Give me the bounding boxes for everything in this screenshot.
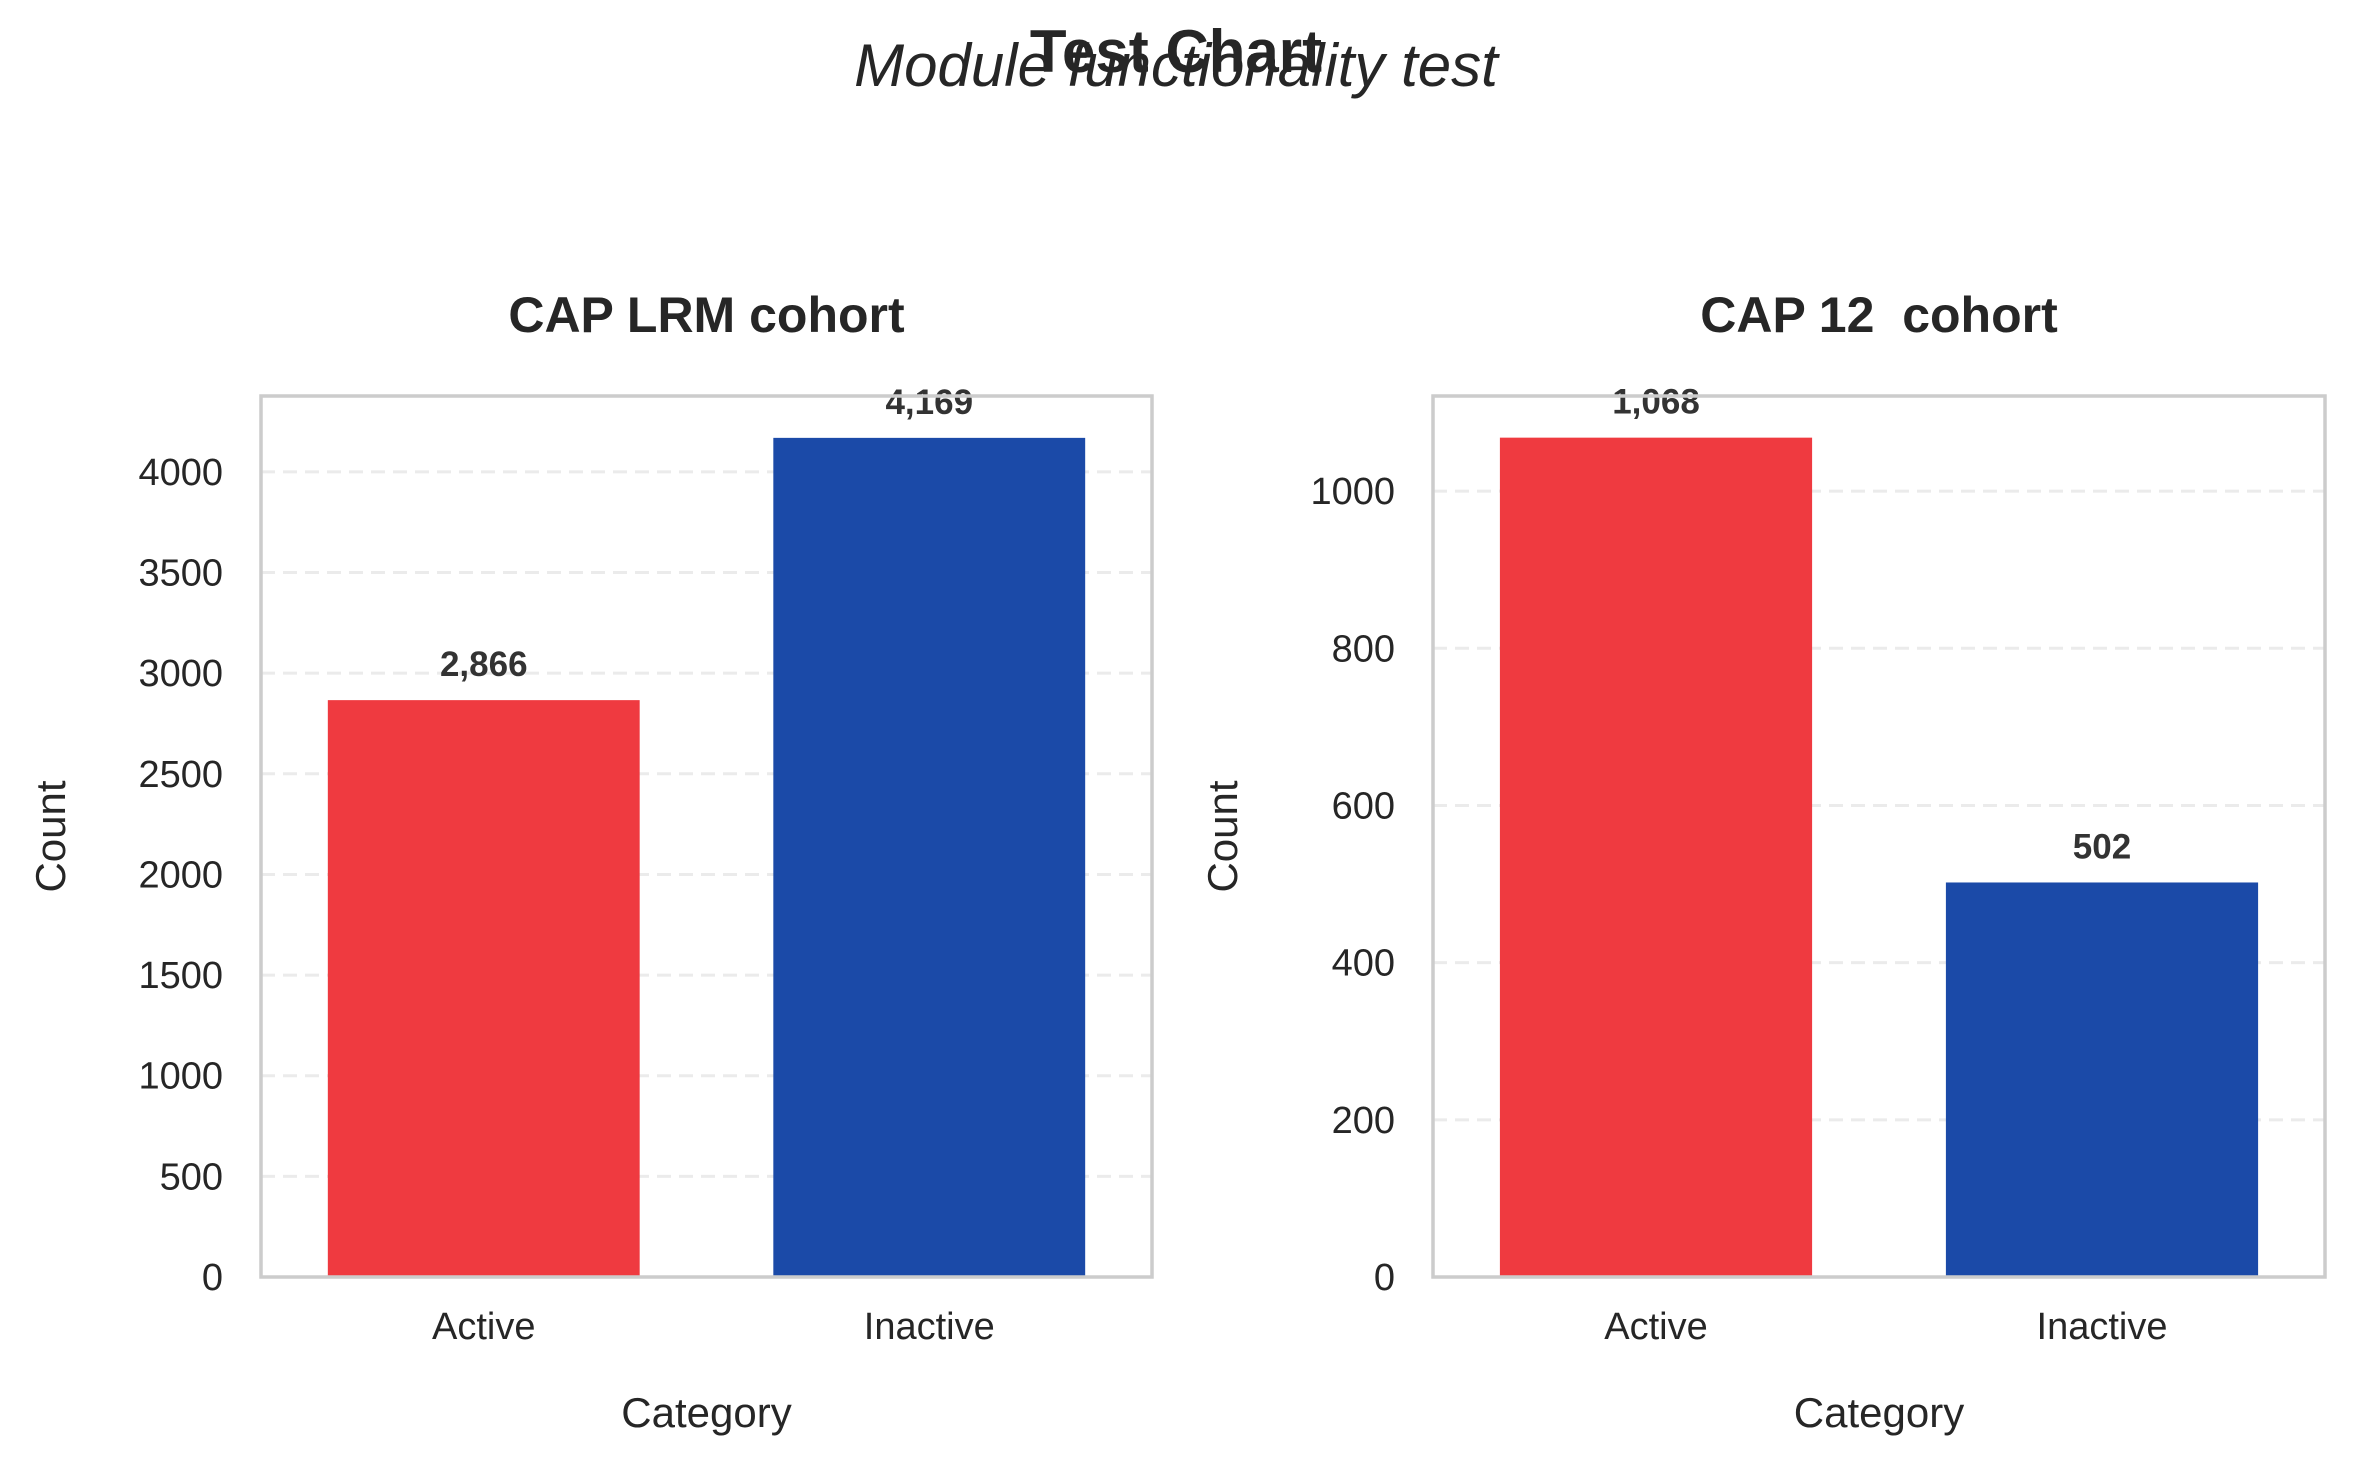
bar-active xyxy=(1499,437,1813,1278)
bar-value-label: 502 xyxy=(2073,827,2131,866)
y-tick-label: 2500 xyxy=(138,754,223,796)
chart-panel: 2,866 Active 4,169 Inactive 0 500 1000 1500 2000… xyxy=(27,287,1154,1436)
y-tick-label: 4000 xyxy=(138,452,223,494)
y-tick-label: 1000 xyxy=(1310,471,1395,513)
chart-panels: 2,866Active4,169Inactive0500100015002000… xyxy=(27,287,2327,1436)
y-tick-label: 0 xyxy=(202,1257,223,1299)
y-axis-label: Count xyxy=(27,780,74,892)
x-tick-label: Active xyxy=(1604,1306,1707,1348)
y-tick-label: 1000 xyxy=(138,1056,223,1098)
plot-frame xyxy=(1431,394,2327,1279)
bar-inactive xyxy=(1945,882,2259,1277)
y-tick-label: 600 xyxy=(1332,785,1395,827)
bar-value-label: 4,169 xyxy=(885,383,973,422)
figure-subtitle: Module functionality test xyxy=(854,32,1500,99)
x-axis-label: Category xyxy=(1794,1389,1964,1436)
y-tick-label: 2000 xyxy=(138,854,223,896)
y-tick-label: 3500 xyxy=(138,553,223,595)
bar-value-label: 1,068 xyxy=(1612,383,1700,422)
panel-title: CAP 12 cohort xyxy=(1700,287,2058,343)
x-tick-label: Active xyxy=(432,1306,535,1348)
y-tick-label: 800 xyxy=(1332,628,1395,670)
y-tick-label: 3000 xyxy=(138,653,223,695)
plot-frame xyxy=(259,394,1154,1279)
panel-title: CAP LRM cohort xyxy=(508,287,905,343)
bar-value-label: 2,866 xyxy=(440,645,528,684)
y-tick-label: 1500 xyxy=(138,955,223,997)
bar-inactive xyxy=(773,437,1086,1278)
figure-title: Test Chart xyxy=(1030,18,1322,85)
y-tick-label: 0 xyxy=(1374,1257,1395,1299)
y-tick-label: 500 xyxy=(160,1156,223,1198)
x-axis-label: Category xyxy=(621,1389,791,1436)
x-tick-label: Inactive xyxy=(2037,1306,2168,1348)
x-tick-label: Inactive xyxy=(864,1306,995,1348)
bar-active xyxy=(327,700,640,1277)
y-axis-label: Count xyxy=(1199,780,1246,892)
y-tick-label: 200 xyxy=(1332,1100,1395,1142)
chart-panel: 1,068 Active 502 Inactive 0 200 400 600 800 1000 C… xyxy=(1199,287,2327,1436)
y-tick-label: 400 xyxy=(1332,943,1395,985)
